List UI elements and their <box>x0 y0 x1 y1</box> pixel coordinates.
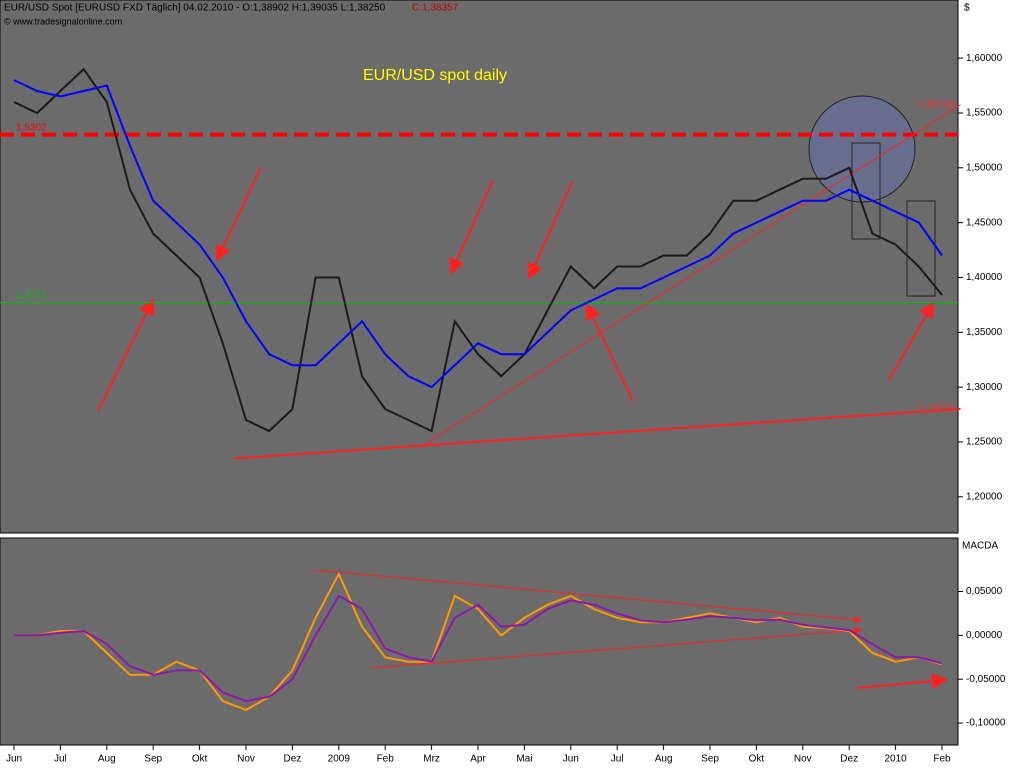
x-tick-label: Nov <box>237 754 255 765</box>
price-panel <box>0 0 959 534</box>
copyright: © www.tradesignalonline.com <box>4 16 122 26</box>
header-close: C:1,38357 <box>412 3 459 14</box>
macd-panel <box>0 537 959 746</box>
y-tick-label: 1,30000 <box>966 382 1003 393</box>
y-tick-label: 1,55000 <box>966 108 1003 119</box>
x-tick-label: Aug <box>98 754 116 765</box>
y-tick-label: 1,50000 <box>966 162 1003 173</box>
y-tick-label: 1,40000 <box>966 272 1003 283</box>
series-line <box>13 67 943 433</box>
x-tick-label: Jun <box>6 754 22 765</box>
series-line <box>13 79 943 389</box>
arrow <box>314 569 862 624</box>
trendline-label: 1,28021 <box>919 403 956 414</box>
arrow <box>527 181 573 280</box>
header: EUR/USD Spot [EURUSD FXD Täglich] 04.02.… <box>4 3 386 14</box>
x-tick-label: Sep <box>144 754 162 765</box>
arrow <box>888 301 934 381</box>
x-tick-label: 2010 <box>884 754 907 765</box>
hline-label: 1,3771 <box>16 290 47 301</box>
x-tick-label: Dez <box>840 754 858 765</box>
highlight-circle <box>808 95 916 203</box>
y-tick-label: 0,05000 <box>966 586 1003 597</box>
y-tick-label: 1,20000 <box>966 491 1003 502</box>
x-tick-label: Nov <box>794 754 812 765</box>
x-tick-label: Feb <box>377 754 395 765</box>
x-tick-label: Jul <box>611 754 624 765</box>
x-tick-label: Mai <box>516 754 532 765</box>
arrow <box>857 673 948 690</box>
y-unit: $ <box>964 3 970 14</box>
chart-title: EUR/USD spot daily <box>363 67 507 84</box>
y-tick-label: 1,45000 <box>966 217 1003 228</box>
x-tick-label: Okt <box>749 754 765 765</box>
macd-title: MACDA <box>962 541 998 552</box>
y-tick-label: -0,05000 <box>966 674 1006 685</box>
x-tick-label: Apr <box>470 754 486 765</box>
trendline <box>419 104 961 448</box>
x-tick-label: 2009 <box>328 754 351 765</box>
x-tick-label: Dez <box>284 754 302 765</box>
x-tick-label: Jun <box>563 754 579 765</box>
x-tick-label: Sep <box>701 754 719 765</box>
x-tick-label: Feb <box>933 754 951 765</box>
trendline <box>234 407 961 460</box>
y-tick-label: 1,60000 <box>966 53 1003 64</box>
x-tick-label: Mrz <box>423 754 440 765</box>
x-tick-label: Okt <box>192 754 208 765</box>
x-tick-label: Jul <box>54 754 67 765</box>
hline-label: 1,5302 <box>16 122 47 133</box>
arrow <box>369 626 862 669</box>
y-tick-label: 1,35000 <box>966 327 1003 338</box>
highlight-box <box>906 200 936 297</box>
arrow <box>585 303 634 402</box>
arrow <box>97 298 154 412</box>
y-tick-label: 1,25000 <box>966 437 1003 448</box>
series-line <box>14 594 943 703</box>
trendline-label: 1,55738 <box>919 100 956 111</box>
y-tick-label: 0,00000 <box>966 630 1003 641</box>
arrow <box>449 179 494 275</box>
x-tick-label: Aug <box>655 754 673 765</box>
arrows <box>97 166 948 690</box>
arrow <box>215 166 262 262</box>
y-tick-label: -0,10000 <box>966 718 1006 729</box>
